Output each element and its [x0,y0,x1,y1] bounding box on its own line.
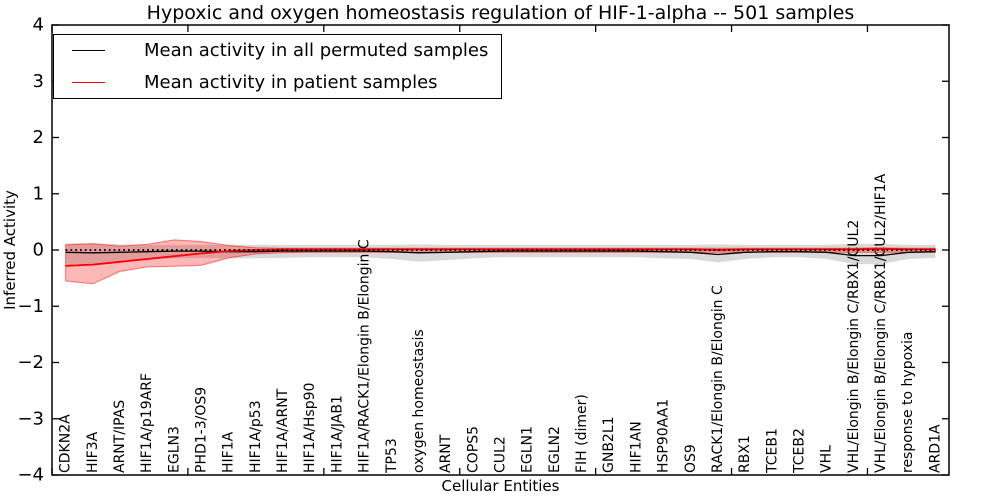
x-category-label: HIF1AN [628,421,644,473]
y-axis-label: Inferred Activity [1,190,19,310]
x-category-label: ARNT/IPAS [112,400,128,473]
x-category-label: TCEB1 [764,428,780,474]
x-category-label: VHL [819,445,835,473]
x-axis-label: Cellular Entities [441,477,560,495]
x-category-label: HIF1A [221,431,237,473]
y-tick-label: −2 [17,352,44,373]
y-tick-label: −1 [17,296,44,317]
chart-title: Hypoxic and oxygen homeostasis regulatio… [146,2,855,24]
y-tick-label: 1 [33,183,44,204]
x-category-label: PHD1-3/OS9 [194,387,210,473]
legend-entry-permuted: Mean activity in all permuted samples [54,36,501,66]
series-line [65,250,936,257]
permuted-line-swatch [72,50,105,52]
x-category-label: FIH (dimer) [574,394,590,473]
x-category-label: COPS5 [465,426,481,473]
x-category-label: HIF1A/Hsp90 [302,383,318,473]
x-category-label: HIF1A/p19ARF [139,373,155,473]
patient-line-swatch [72,81,105,83]
x-category-label: ARNT [438,434,454,473]
x-category-label: EGLN3 [166,426,182,473]
y-tick-label: 3 [33,71,44,92]
x-category-label: OS9 [683,444,699,473]
y-tick-label: −4 [17,465,44,486]
x-category-label: ARD1A [927,424,943,473]
legend-entry-patient: Mean activity in patient samples [54,67,501,97]
legend: Mean activity in all permuted samples Me… [53,34,502,99]
legend-label: Mean activity in all permuted samples [144,40,489,62]
y-tick-label: 4 [33,15,44,36]
x-category-label: RACK1/Elongin B/Elongin C [710,285,726,473]
x-category-label: HSP90AA1 [656,399,672,473]
x-category-label: VHL/Elongin B/Elongin C/RBX1/CUL2/HIF1A [873,173,889,473]
x-category-label: HIF1A/ARNT [275,388,291,473]
x-category-label: HIF1A/p53 [248,400,264,473]
legend-label: Mean activity in patient samples [144,71,438,93]
y-tick-label: 2 [33,127,44,148]
x-category-label: CUL2 [493,436,509,473]
x-category-label: VHL/Elongin B/Elongin C/RBX1/CUL2 [846,220,862,473]
x-category-label: EGLN1 [520,426,536,473]
x-category-label: response to hypoxia [900,332,916,473]
x-category-label: oxygen homeostasis [411,329,427,473]
y-tick-label: −3 [17,408,44,429]
x-category-label: CDKN2A [58,414,74,473]
x-category-label: GNB2L1 [601,416,617,473]
x-category-label: TP53 [384,438,400,474]
y-tick-label: 0 [33,240,44,261]
x-category-label: RBX1 [737,435,753,473]
x-category-label: TCEB2 [792,428,808,474]
x-category-label: EGLN2 [547,426,563,473]
x-category-label: HIF1A/JAB1 [329,395,345,473]
x-category-label: HIF3A [85,431,101,473]
x-category-label: HIF1A/RACK1/Elongin B/Elongin C [357,239,373,473]
